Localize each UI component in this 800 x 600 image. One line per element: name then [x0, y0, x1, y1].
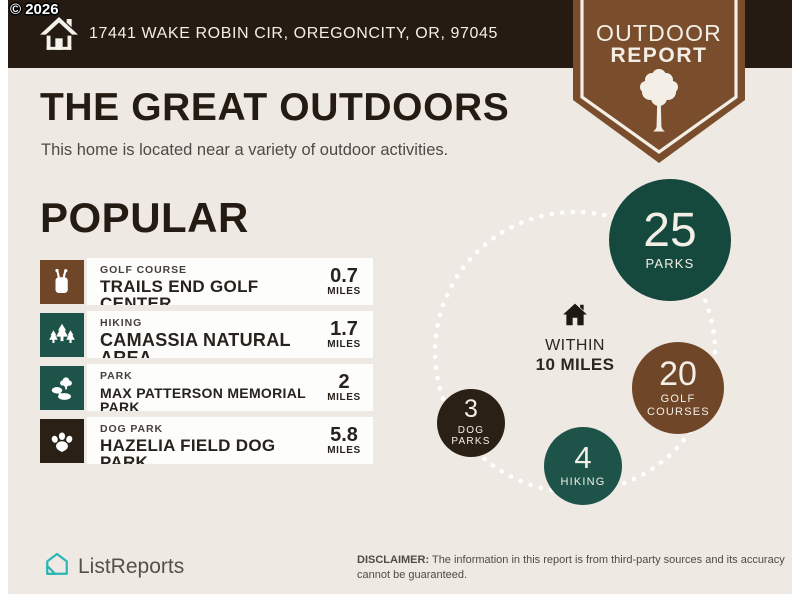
- list-item-park: PARK MAX PATTERSON MEMORIAL PARK 2 MILES: [40, 364, 373, 411]
- page-title: THE GREAT OUTDOORS: [40, 86, 510, 129]
- item-distance: 0.7 MILES: [327, 265, 361, 297]
- disclaimer: DISCLAIMER: The information in this repo…: [357, 553, 787, 583]
- listreports-house-icon: [44, 551, 70, 582]
- item-category: HIKING: [100, 317, 143, 329]
- miles-label: 10 MILES: [535, 355, 615, 374]
- stat-bubble-golf-courses: 20 GOLF COURSES: [632, 342, 724, 434]
- item-category: GOLF COURSE: [100, 264, 187, 276]
- list-item-golf: GOLF COURSE TRAILS END GOLF CENTER 0.7 M…: [40, 258, 373, 305]
- tree-icon: [640, 69, 678, 132]
- paw-icon: [40, 418, 84, 463]
- property-address: 17441 WAKE ROBIN CIR, OREGONCITY, OR, 97…: [89, 25, 499, 42]
- stat-label: GOLF COURSES: [647, 393, 710, 418]
- brand-name: ListReports: [78, 554, 185, 578]
- disclaimer-label: DISCLAIMER:: [357, 554, 430, 566]
- stat-label: HIKING: [560, 475, 606, 488]
- stat-label: DOG PARKS: [451, 424, 491, 448]
- badge-title: OUTDOOR REPORT: [596, 20, 722, 67]
- disclaimer-text: The information in this report is from t…: [357, 554, 785, 581]
- stat-label: PARKS: [645, 255, 695, 271]
- stat-value: 25: [643, 204, 697, 258]
- item-distance: 1.7 MILES: [327, 318, 361, 350]
- home-icon: [39, 14, 79, 59]
- within-label: WITHIN: [545, 337, 605, 354]
- item-name: CAMASSIA NATURAL AREA: [100, 329, 291, 358]
- item-distance: 5.8 MILES: [327, 424, 361, 456]
- park-icon: [40, 365, 84, 410]
- popular-list: GOLF COURSE TRAILS END GOLF CENTER 0.7 M…: [40, 258, 373, 470]
- item-name: MAX PATTERSON MEMORIAL PARK: [100, 384, 306, 411]
- list-card: HIKING CAMASSIA NATURAL AREA 1.7 MILES: [87, 311, 373, 358]
- page-subtitle: This home is located near a variety of o…: [41, 141, 449, 159]
- golf-bag-icon: [40, 259, 84, 304]
- list-card: GOLF COURSE TRAILS END GOLF CENTER 0.7 M…: [87, 258, 373, 305]
- list-card: PARK MAX PATTERSON MEMORIAL PARK 2 MILES: [87, 364, 373, 411]
- stat-value: 4: [574, 440, 592, 476]
- stat-value: 3: [464, 395, 478, 424]
- pine-trees-icon: [40, 312, 84, 357]
- report-page: 17441 WAKE ROBIN CIR, OREGONCITY, OR, 97…: [8, 0, 792, 594]
- popular-heading: POPULAR: [40, 194, 249, 241]
- radius-dotted-circle: [432, 209, 718, 495]
- item-category: DOG PARK: [100, 423, 164, 435]
- listreports-logo: ListReports: [44, 551, 184, 582]
- home-icon: [561, 303, 589, 333]
- stat-value: 20: [659, 354, 697, 393]
- radius-center: WITHIN 10 MILES: [515, 301, 635, 375]
- outdoor-report-badge: OUTDOOR REPORT: [573, 0, 745, 166]
- item-distance: 2 MILES: [327, 371, 361, 403]
- stat-bubble-hiking: 4 HIKING: [544, 427, 622, 505]
- item-name: TRAILS END GOLF CENTER: [100, 276, 259, 305]
- item-name: HAZELIA FIELD DOG PARK: [100, 435, 276, 464]
- list-card: DOG PARK HAZELIA FIELD DOG PARK 5.8 MILE…: [87, 417, 373, 464]
- item-category: PARK: [100, 370, 133, 382]
- stat-bubble-parks: 25 PARKS: [609, 179, 731, 301]
- list-item-dog-park: DOG PARK HAZELIA FIELD DOG PARK 5.8 MILE…: [40, 417, 373, 464]
- list-item-hiking: HIKING CAMASSIA NATURAL AREA 1.7 MILES: [40, 311, 373, 358]
- stat-bubble-dog-parks: 3 DOG PARKS: [437, 389, 505, 457]
- copyright-watermark: © 2026: [10, 1, 59, 18]
